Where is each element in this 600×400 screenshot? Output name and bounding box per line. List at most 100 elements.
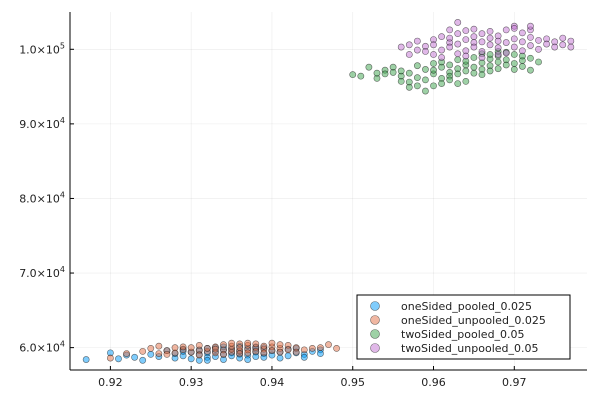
series-twoSided_pooled_0.05 [349, 48, 542, 95]
y-tick-label: 6.0×104 [19, 340, 65, 355]
data-point [308, 344, 316, 352]
data-point [123, 350, 130, 357]
x-tick-label: 0.96 [421, 376, 446, 389]
data-point [187, 344, 195, 352]
data-point [349, 71, 357, 79]
data-point [518, 63, 526, 70]
data-point [405, 41, 413, 49]
data-point [430, 66, 437, 74]
data-points [82, 19, 575, 364]
data-point [373, 69, 381, 77]
data-point [486, 41, 494, 49]
data-point [244, 356, 252, 363]
data-point [195, 341, 203, 349]
data-point [268, 339, 276, 347]
data-point [486, 27, 494, 35]
y-tick-label: 8.0×104 [19, 190, 65, 205]
data-point [494, 44, 502, 52]
data-point [502, 56, 510, 64]
data-point [470, 54, 478, 61]
data-point [454, 40, 462, 48]
data-point [292, 348, 300, 356]
data-point [430, 51, 437, 58]
data-point [422, 66, 429, 73]
data-point [462, 27, 470, 35]
data-point [252, 347, 260, 355]
legend-box [356, 294, 571, 360]
data-point [300, 346, 308, 354]
data-point [179, 343, 187, 351]
data-point [163, 350, 171, 358]
data-point [494, 51, 502, 58]
data-point [357, 72, 365, 80]
data-point [559, 34, 567, 42]
data-point [462, 36, 470, 43]
data-point [430, 60, 437, 67]
data-point [462, 52, 470, 60]
data-point [510, 43, 518, 51]
data-point [462, 77, 470, 85]
data-point [551, 43, 559, 51]
data-point [518, 47, 526, 55]
data-point [220, 341, 227, 349]
y-tick-label: 7.0×104 [19, 265, 65, 280]
x-tick-label: 0.94 [260, 376, 285, 389]
legend-marker-0 [370, 301, 380, 311]
data-point [228, 348, 235, 356]
data-point [454, 70, 462, 78]
legend-label: twoSided_unpooled_0.05 [401, 342, 539, 355]
data-point [397, 77, 405, 85]
data-point [454, 56, 462, 64]
data-point [470, 63, 478, 71]
data-point [397, 43, 405, 51]
data-point [244, 339, 252, 347]
data-point [454, 30, 462, 38]
data-point [502, 39, 510, 46]
data-point [284, 346, 292, 354]
legend-marker-2 [370, 329, 380, 339]
data-point [171, 344, 179, 352]
series-twoSided_unpooled_0.05 [397, 19, 575, 61]
axes [69, 12, 587, 371]
legend-label: oneSided_unpooled_0.025 [401, 314, 546, 327]
data-point [244, 349, 252, 357]
data-point [284, 352, 292, 360]
data-point [276, 341, 284, 349]
data-point [486, 34, 494, 42]
data-point [502, 49, 510, 57]
data-point [300, 353, 308, 361]
data-point [106, 354, 114, 362]
data-point [228, 339, 235, 347]
data-point [494, 58, 502, 66]
data-point [155, 342, 163, 350]
data-point [82, 356, 90, 363]
x-tick-label: 0.97 [502, 376, 527, 389]
data-point [413, 82, 421, 90]
data-point [252, 340, 260, 348]
data-point [486, 67, 494, 75]
data-point [139, 356, 147, 364]
data-point [413, 37, 421, 45]
data-point [454, 50, 462, 58]
x-tick-label: 0.95 [340, 376, 365, 389]
data-point [413, 62, 421, 70]
data-point [535, 58, 542, 66]
data-point [470, 33, 478, 41]
data-point [438, 54, 445, 61]
legend-label: oneSided_pooled_0.025 [401, 300, 532, 313]
data-point [510, 51, 518, 58]
y-tick-label: 9.0×104 [19, 116, 65, 131]
data-point [494, 37, 502, 45]
data-point [527, 22, 534, 30]
data-point [446, 26, 454, 34]
data-point [438, 80, 445, 87]
data-point [220, 350, 227, 358]
data-point [518, 29, 526, 37]
data-point [333, 344, 340, 352]
data-point [510, 60, 518, 67]
data-point [422, 87, 429, 95]
data-point [212, 345, 219, 353]
data-point [478, 38, 486, 46]
data-point [527, 33, 534, 41]
